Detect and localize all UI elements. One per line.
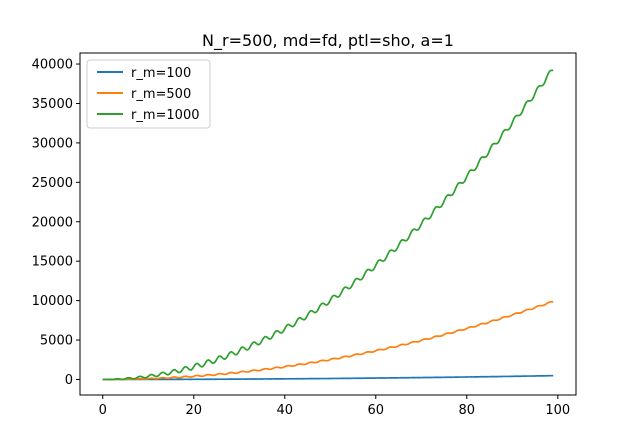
x-tick-label: 100	[545, 403, 570, 418]
series-line-r-m-100	[102, 374, 554, 381]
plot-area: 0 20 40 60 80 100 0 5000 10000 15000 20000 25000 30…	[32, 52, 577, 418]
x-tick-label: 80	[459, 403, 476, 418]
x-tick-label: 60	[368, 403, 385, 418]
y-tick-label: 15000	[32, 255, 73, 270]
series-group	[102, 69, 554, 381]
series-line-r-m-500	[102, 300, 554, 381]
legend-box	[86, 59, 211, 129]
y-tick-label: 0	[65, 373, 73, 388]
y-tick-label: 5000	[40, 334, 73, 349]
legend-label-r-m-1000: r_m=1000	[131, 108, 200, 123]
x-tick-label: 0	[99, 403, 107, 418]
legend-label-r-m-500: r_m=500	[131, 87, 191, 102]
y-tick-label: 30000	[32, 136, 73, 151]
series-line-r-m-1000	[102, 69, 554, 381]
x-tick-label: 40	[276, 403, 293, 418]
y-tick-label: 25000	[32, 176, 73, 191]
y-tick-label: 20000	[32, 215, 73, 230]
legend-label-r-m-100: r_m=100	[131, 66, 191, 81]
axes-frame	[79, 52, 577, 396]
y-tick-label: 40000	[32, 58, 73, 73]
x-axis-ticks: 0 20 40 60 80 100	[99, 395, 570, 418]
chart-title: N_r=500, md=fd, ptl=sho, a=1	[202, 31, 454, 51]
x-tick-label: 20	[185, 403, 202, 418]
y-axis-ticks: 0 5000 10000 15000 20000 25000 30000 35000 40000	[32, 58, 80, 388]
y-tick-label: 10000	[32, 294, 73, 309]
legend: r_m=100 r_m=500 r_m=1000	[86, 59, 211, 129]
y-tick-label: 35000	[32, 97, 73, 112]
